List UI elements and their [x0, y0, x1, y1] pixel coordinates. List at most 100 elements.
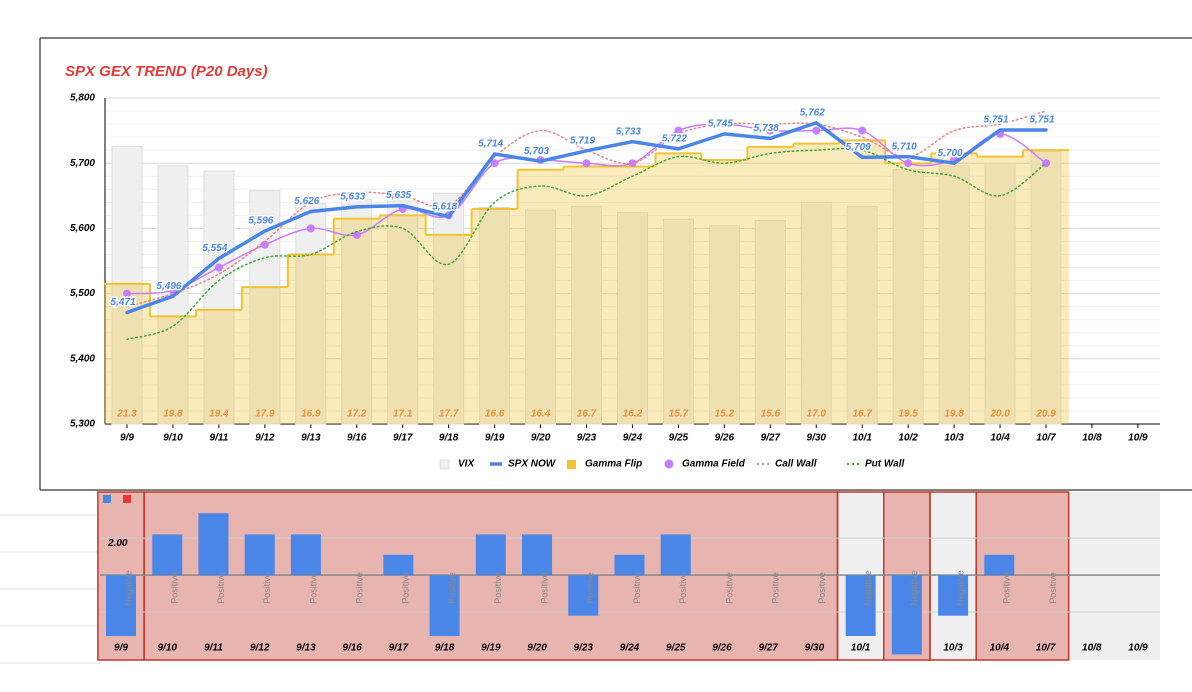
bar-label: Positive — [724, 572, 734, 604]
x-tick-label: 10/4 — [990, 433, 1010, 444]
legend-label: VIX — [458, 459, 475, 470]
spx-label: 5,703 — [524, 146, 549, 157]
bar — [522, 534, 553, 576]
gamma-flip-area — [563, 166, 610, 424]
vix-bar — [525, 209, 557, 425]
bar-label: Positive — [678, 572, 688, 604]
vix-bar — [938, 165, 970, 425]
bar-label: Positive — [586, 572, 596, 604]
bar — [383, 554, 414, 576]
vix-bar — [662, 218, 694, 425]
bar-label: Positive — [447, 572, 457, 604]
vix-label: 17.1 — [393, 409, 413, 420]
x-tick-label: 9/27 — [761, 433, 781, 444]
gamma-flip-area — [701, 159, 748, 424]
legend-label: SPX NOW — [508, 459, 557, 470]
gamma-flip-area — [425, 234, 472, 424]
gamma-flip-area — [333, 218, 380, 424]
bar — [568, 575, 599, 616]
bottom-chart: -2.000.002.009/9Negative9/10Positive9/11… — [0, 491, 1160, 664]
x-tick-label: 9/9 — [120, 433, 134, 444]
x-tick-label: 9/11 — [210, 433, 229, 444]
vix-label: 17.7 — [439, 409, 459, 420]
bar — [984, 554, 1015, 576]
bar-label: Negative — [863, 570, 873, 606]
gamma-flip-area — [379, 215, 426, 424]
bar-label: Positive — [170, 572, 180, 604]
spx-label: 5,496 — [156, 281, 181, 292]
bar — [614, 554, 645, 576]
x-tick-label: 9/11 — [204, 643, 223, 654]
gamma-flip-area — [1023, 150, 1069, 424]
bar — [152, 534, 183, 576]
vix-label: 19.8 — [163, 409, 183, 420]
legend-key — [439, 459, 450, 470]
vix-bar — [571, 205, 602, 425]
vix-bar — [203, 170, 235, 425]
gamma-field-dot — [720, 120, 729, 129]
x-tick-label: 9/12 — [250, 643, 270, 654]
bar-label: Negative — [909, 570, 919, 606]
x-tick-label: 9/30 — [805, 643, 825, 654]
vix-label: 17.9 — [255, 409, 275, 420]
top-chart: 5,300 5,400 5,500 5,600 5,700 5,800 9/9 9/10 9/1… — [70, 93, 1160, 470]
vix-label: 16.4 — [531, 409, 551, 420]
regime-band — [976, 492, 1069, 660]
gamma-field-dot — [490, 159, 499, 168]
x-tick-label: 10/9 — [1128, 643, 1148, 654]
x-tick-label: 9/10 — [157, 643, 177, 654]
vix-bar — [479, 207, 511, 425]
vix-label: 17.2 — [347, 409, 367, 420]
gamma-flip-area — [287, 254, 334, 424]
gamma-field-dot — [582, 159, 591, 168]
spx-label: 5,751 — [1029, 115, 1054, 126]
vix-label: 19.5 — [898, 409, 918, 420]
vix-label: 19.4 — [209, 409, 229, 420]
gamma-flip-area — [793, 143, 840, 424]
x-tick-label: 9/13 — [301, 433, 321, 444]
gamma-field-dot — [260, 240, 269, 249]
bar-label: Positive — [216, 572, 226, 604]
bar-label: Positive — [817, 572, 827, 604]
vix-label: 19.8 — [944, 409, 964, 420]
gamma-field-dot — [904, 159, 913, 168]
gamma-flip-area — [609, 166, 656, 424]
gamma-flip-area — [839, 140, 886, 424]
vix-label: 16.7 — [852, 409, 872, 420]
gamma-flip-area — [471, 208, 518, 424]
gamma-field-dot — [352, 230, 361, 239]
spx-label: 5,710 — [892, 141, 917, 152]
spx-label: 5,554 — [202, 243, 227, 254]
x-tick-label: 10/9 — [1128, 433, 1148, 444]
spx-line — [125, 120, 1048, 315]
spx-label: 5,635 — [386, 190, 411, 201]
x-tick-label: 10/7 — [1036, 643, 1056, 654]
bar-label: Positive — [262, 572, 272, 604]
vix-bar — [984, 162, 1016, 425]
gamma-field-dot — [766, 126, 775, 135]
gamma-field-dot — [858, 126, 867, 135]
x-tick-label: 9/17 — [389, 643, 409, 654]
gamma-flip-area — [195, 309, 242, 424]
x-tick-label: 9/23 — [577, 433, 597, 444]
bar-label: Positive — [539, 572, 549, 604]
wall-line — [126, 147, 1047, 340]
bar-label: Negative — [955, 570, 965, 606]
y-tick-label: 5,300 — [70, 419, 95, 430]
bar — [660, 534, 691, 576]
spx-label: 5,733 — [616, 126, 641, 137]
x-tick-label: 9/23 — [574, 643, 594, 654]
spx-label: 5,714 — [478, 139, 503, 150]
legend-label: Gamma Field — [682, 459, 746, 470]
x-tick-label: 9/30 — [807, 433, 827, 444]
vix-label: 16.6 — [485, 409, 505, 420]
gamma-flip-area — [977, 156, 1024, 424]
vix-label: 15.2 — [715, 409, 735, 420]
x-tick-label: 9/25 — [669, 433, 689, 444]
bar-label: Positive — [308, 572, 318, 604]
x-tick-label: 9/26 — [715, 433, 735, 444]
vix-label: 15.7 — [669, 409, 689, 420]
spx-label: 5,762 — [800, 107, 825, 118]
bar — [290, 534, 321, 576]
